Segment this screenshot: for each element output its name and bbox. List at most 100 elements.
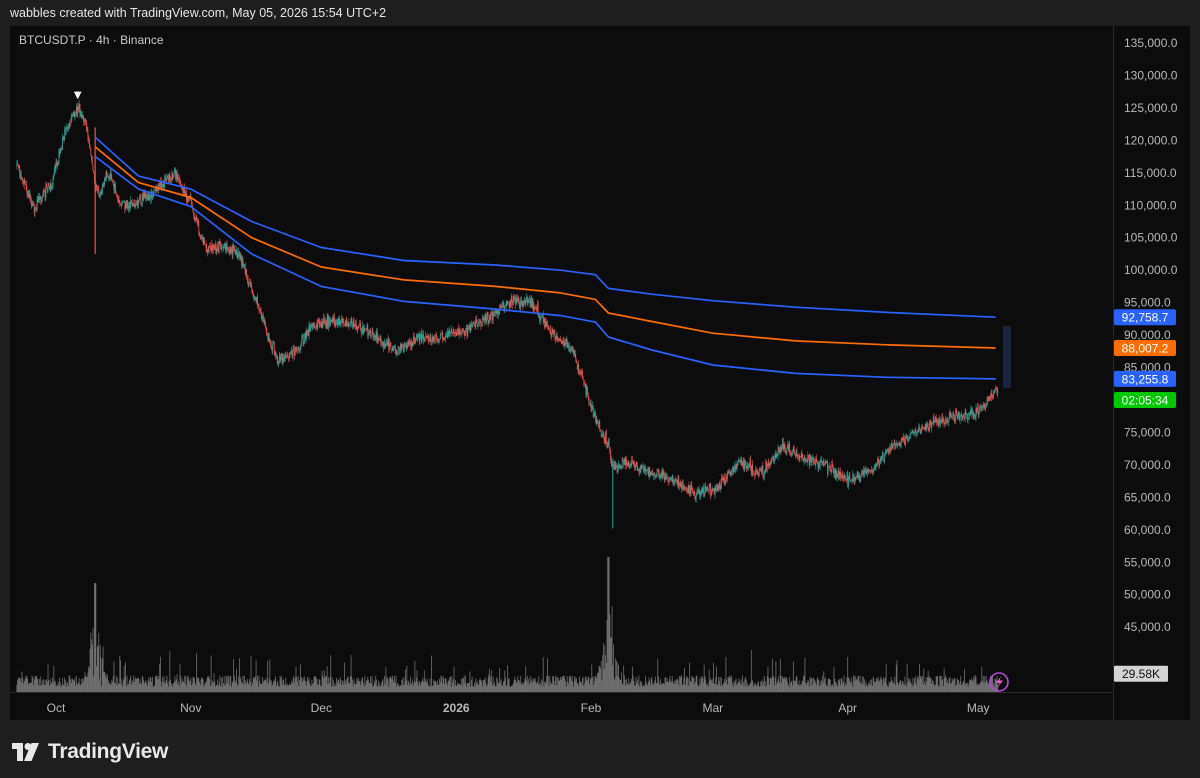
- candle-body: [521, 299, 522, 306]
- candle-body: [339, 324, 341, 326]
- volume-bar: [244, 676, 245, 692]
- volume-bar: [310, 685, 312, 692]
- volume-bar: [692, 677, 694, 692]
- candle-body: [728, 471, 730, 473]
- volume-bar: [869, 680, 871, 692]
- volume-bar: [85, 676, 87, 692]
- candle-body: [524, 300, 526, 303]
- volume-bar: [289, 685, 291, 692]
- volume-bar: [787, 684, 789, 692]
- volume-bar: [166, 676, 168, 692]
- volume-bar: [454, 685, 456, 692]
- volume-bar: [578, 685, 580, 692]
- volume-bar: [924, 684, 926, 692]
- volume-bar: [261, 683, 263, 692]
- candle-body: [20, 172, 21, 177]
- candle-body: [373, 335, 375, 338]
- volume-bar: [186, 675, 188, 692]
- candle-body: [663, 475, 665, 481]
- candle-body: [909, 437, 911, 438]
- candle-body: [425, 336, 427, 338]
- volume-bar: [471, 680, 472, 692]
- volume-bar: [25, 676, 26, 692]
- candle-body: [473, 322, 475, 324]
- candle-body: [439, 335, 441, 340]
- volume-bar: [378, 683, 380, 692]
- volume-bar: [428, 685, 430, 692]
- candle-body: [334, 316, 335, 324]
- volume-bar: [109, 682, 111, 692]
- candle-body: [442, 332, 443, 340]
- volume-bar: [283, 679, 285, 692]
- volume-bar: [766, 685, 767, 692]
- candle-body: [551, 328, 553, 338]
- chart-panel[interactable]: [10, 26, 1190, 720]
- volume-bar: [431, 655, 432, 692]
- candle-body: [182, 189, 184, 194]
- candle-body: [28, 190, 30, 198]
- candle-body: [70, 122, 71, 124]
- candle-body: [235, 253, 237, 255]
- candle-body: [621, 458, 623, 469]
- candle-body: [262, 315, 264, 320]
- volume-bar: [809, 676, 811, 692]
- candle-body: [951, 417, 953, 419]
- volume-bar: [765, 681, 767, 692]
- candle-body: [203, 240, 205, 244]
- volume-bar: [24, 681, 26, 692]
- volume-bar: [753, 683, 755, 692]
- candle-body: [414, 341, 416, 343]
- candle-body: [791, 453, 793, 455]
- candle-body: [542, 313, 543, 318]
- volume-bar: [635, 676, 637, 692]
- volume-bar: [829, 679, 830, 692]
- candle-body: [606, 442, 608, 449]
- lightning-icon[interactable]: [989, 672, 1009, 692]
- candle-body: [139, 197, 141, 199]
- volume-bar: [932, 679, 933, 692]
- volume-bar: [871, 679, 873, 692]
- candle-body: [456, 333, 458, 335]
- candle-body: [115, 193, 117, 195]
- volume-bar: [660, 684, 662, 692]
- candle-body: [639, 470, 640, 473]
- volume-bar: [285, 678, 287, 692]
- middle-line-label: 88,007.2: [1122, 342, 1169, 356]
- candle-body: [958, 412, 959, 417]
- candle-body: [718, 486, 720, 488]
- candle-body: [928, 429, 930, 432]
- volume-bar: [901, 681, 903, 692]
- candle-body: [526, 297, 528, 304]
- volume-bar: [170, 684, 172, 692]
- volume-bar: [425, 678, 427, 692]
- candle-body: [919, 429, 921, 434]
- candle-body: [835, 470, 837, 480]
- candle-body: [415, 336, 417, 339]
- candle-body: [270, 345, 272, 349]
- candle-body: [72, 115, 74, 117]
- candle-body: [221, 247, 223, 249]
- time-axis[interactable]: Oct Nov Dec 2026 Feb Mar Apr May: [47, 701, 990, 715]
- candle-body: [413, 336, 415, 342]
- candle-body: [943, 419, 945, 425]
- candle-body: [207, 249, 209, 253]
- volume-bar: [218, 682, 220, 692]
- candle-body: [174, 169, 176, 173]
- volume-bar: [381, 680, 383, 692]
- candle-body: [344, 324, 345, 325]
- price-axis[interactable]: 135,000.0130,000.0125,000.0120,000.0115,…: [1124, 36, 1178, 634]
- candle-body: [517, 298, 519, 301]
- candle-body: [333, 316, 335, 322]
- volume-bar: [357, 677, 359, 692]
- y-tick-label: 115,000.0: [1124, 166, 1177, 180]
- volume-bar: [83, 677, 85, 692]
- candle-body: [850, 480, 852, 481]
- volume-bar: [832, 684, 833, 692]
- volume-bar: [880, 676, 882, 692]
- candle-body: [418, 333, 419, 338]
- candle-body: [682, 482, 683, 489]
- volume-bar: [626, 679, 627, 692]
- candle-body: [577, 364, 579, 370]
- volume-bar: [932, 680, 934, 692]
